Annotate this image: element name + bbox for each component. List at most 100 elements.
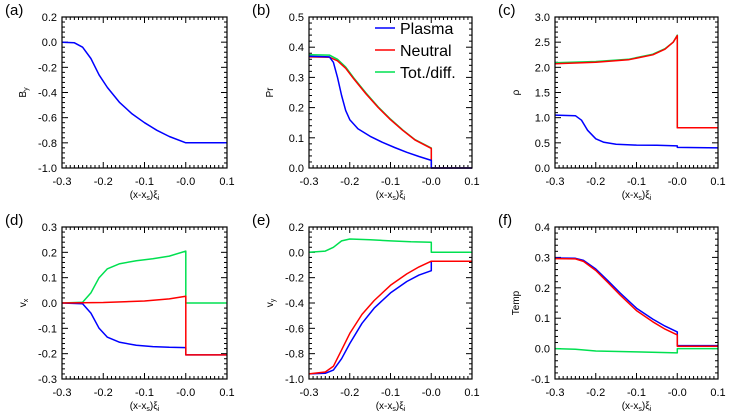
series-line-plasma	[554, 114, 719, 149]
x-tick-label: 0.1	[710, 387, 725, 399]
x-axis-label-part: s	[638, 195, 642, 202]
plot-frame	[61, 226, 228, 380]
x-tick-label: -0.1	[135, 387, 154, 399]
x-axis-label-part: (x-x	[622, 190, 639, 201]
ticks	[554, 226, 719, 380]
panel-label: (b)	[252, 2, 270, 19]
series-line-plasma	[308, 55, 472, 169]
y-axis-label: Pr	[265, 87, 276, 98]
y-tick-label: 0.3	[289, 72, 304, 84]
y-tick-label: 0.5	[535, 138, 550, 150]
x-tick-label: -0.0	[176, 176, 195, 188]
x-tick-label: -0.2	[586, 387, 605, 399]
x-axis-label-part: s	[638, 406, 642, 413]
y-tick-label: -0.3	[38, 374, 57, 386]
series-line-plasma	[61, 302, 227, 356]
y-tick-label: -0.6	[38, 113, 57, 125]
x-tick-label: 0.1	[464, 387, 479, 399]
x-axis-label-part: )ξ	[642, 401, 650, 412]
series-line-neutral	[308, 56, 472, 169]
x-axis-label-part: )ξ	[642, 190, 650, 201]
x-axis-label-part: i	[158, 406, 160, 413]
panel-label: (c)	[498, 2, 516, 19]
series-line-tot-diff	[554, 347, 718, 354]
x-axis-label-part: (x-x	[376, 190, 393, 201]
y-tick-label: -1.0	[285, 374, 304, 386]
x-tick-label: -0.1	[381, 387, 400, 399]
panel-label: (a)	[5, 2, 23, 19]
y-tick-label: 2.5	[535, 37, 550, 49]
x-tick-label: -0.1	[627, 176, 646, 188]
series-line-plasma	[308, 260, 472, 375]
panel-label: (d)	[5, 212, 23, 229]
x-axis-label-part: )ξ	[150, 401, 158, 412]
y-tick-label: 0.3	[535, 252, 550, 264]
panel-label: (f)	[498, 212, 512, 229]
plot-frame	[308, 16, 473, 169]
y-tick-label: 2.0	[535, 62, 550, 74]
y-axis-label: Temp	[511, 290, 522, 315]
y-tick-label: 0.1	[535, 313, 550, 325]
x-axis-label-part: i	[404, 195, 406, 202]
y-tick-label: 3.0	[535, 12, 550, 24]
x-axis-label-part: i	[650, 195, 652, 202]
legend-label: Neutral	[400, 43, 452, 60]
y-tick-label: 0.0	[289, 163, 304, 175]
y-tick-label: -0.4	[285, 298, 304, 310]
y-axis-label-part: y	[270, 298, 277, 302]
x-axis-label: (x-xs)ξi	[622, 190, 652, 202]
y-tick-label: 0.5	[289, 12, 304, 24]
x-axis-label-part: i	[404, 406, 406, 413]
x-tick-label: -0.1	[627, 387, 646, 399]
y-tick-label: 0.0	[42, 298, 57, 310]
panel-d: (d) -0.3 -0.2 -0.1 -0.0 0.1 -0.3 -0.2 -0.1 0.0 0.1…	[5, 212, 235, 413]
y-tick-label: -0.2	[38, 349, 57, 361]
x-tick-label: 0.1	[219, 387, 234, 399]
y-tick-label: -0.6	[285, 323, 304, 335]
y-axis-label: vx	[18, 298, 30, 307]
x-axis-label: (x-xs)ξi	[130, 190, 160, 202]
x-axis-label-part: i	[158, 195, 160, 202]
y-tick-label: 0.2	[289, 222, 304, 234]
y-axis-label-part: x	[23, 298, 30, 302]
y-tick-label: 0.4	[535, 222, 550, 234]
x-axis-label-part: (x-x	[622, 401, 639, 412]
x-tick-label: -0.0	[422, 387, 441, 399]
y-tick-label: 0.3	[42, 222, 57, 234]
y-axis-label-part: Temp	[511, 290, 522, 315]
panel-a: (a) -0.3 -0.2 -0.1 -0.0 0.1 -1.0 -0.8 -0.6 -0.4 -0…	[5, 2, 235, 202]
legend-item: Neutral	[375, 43, 452, 60]
legend-item: Tot./diff.	[375, 65, 456, 82]
legend-item: Plasma	[375, 21, 453, 38]
x-tick-label: -0.0	[176, 387, 195, 399]
y-tick-label: 0.4	[289, 42, 304, 54]
series-line-tot-diff	[554, 34, 718, 129]
series-line-tot-diff	[61, 250, 227, 304]
series-line-tot-diff	[308, 238, 472, 254]
x-tick-label: -0.2	[94, 387, 113, 399]
x-tick-label: -0.3	[300, 387, 319, 399]
x-tick-label: -0.3	[546, 387, 565, 399]
x-axis-label-part: s	[146, 406, 150, 413]
y-axis-label: ρ	[511, 89, 522, 95]
y-axis-label-part: Pr	[265, 87, 276, 98]
x-axis-label-part: )ξ	[396, 190, 404, 201]
x-tick-label: -0.0	[668, 387, 687, 399]
x-tick-label: -0.3	[53, 176, 72, 188]
y-tick-label: 0.0	[42, 37, 57, 49]
y-axis-label-part: y	[23, 87, 30, 91]
x-tick-label: -0.0	[422, 176, 441, 188]
x-tick-label: -0.2	[94, 176, 113, 188]
x-axis-label: (x-xs)ξi	[622, 401, 652, 413]
y-axis-label: vy	[265, 298, 277, 307]
y-tick-label: 0.1	[42, 273, 57, 285]
series-line-neutral	[61, 295, 227, 356]
plot-frame	[61, 16, 228, 169]
y-tick-label: 0.0	[535, 163, 550, 175]
x-tick-label: -0.1	[381, 176, 400, 188]
y-axis-label-part: ρ	[511, 89, 522, 95]
x-tick-label: 0.1	[710, 176, 725, 188]
x-tick-label: -0.2	[340, 176, 359, 188]
y-tick-label: 0.2	[42, 247, 57, 259]
